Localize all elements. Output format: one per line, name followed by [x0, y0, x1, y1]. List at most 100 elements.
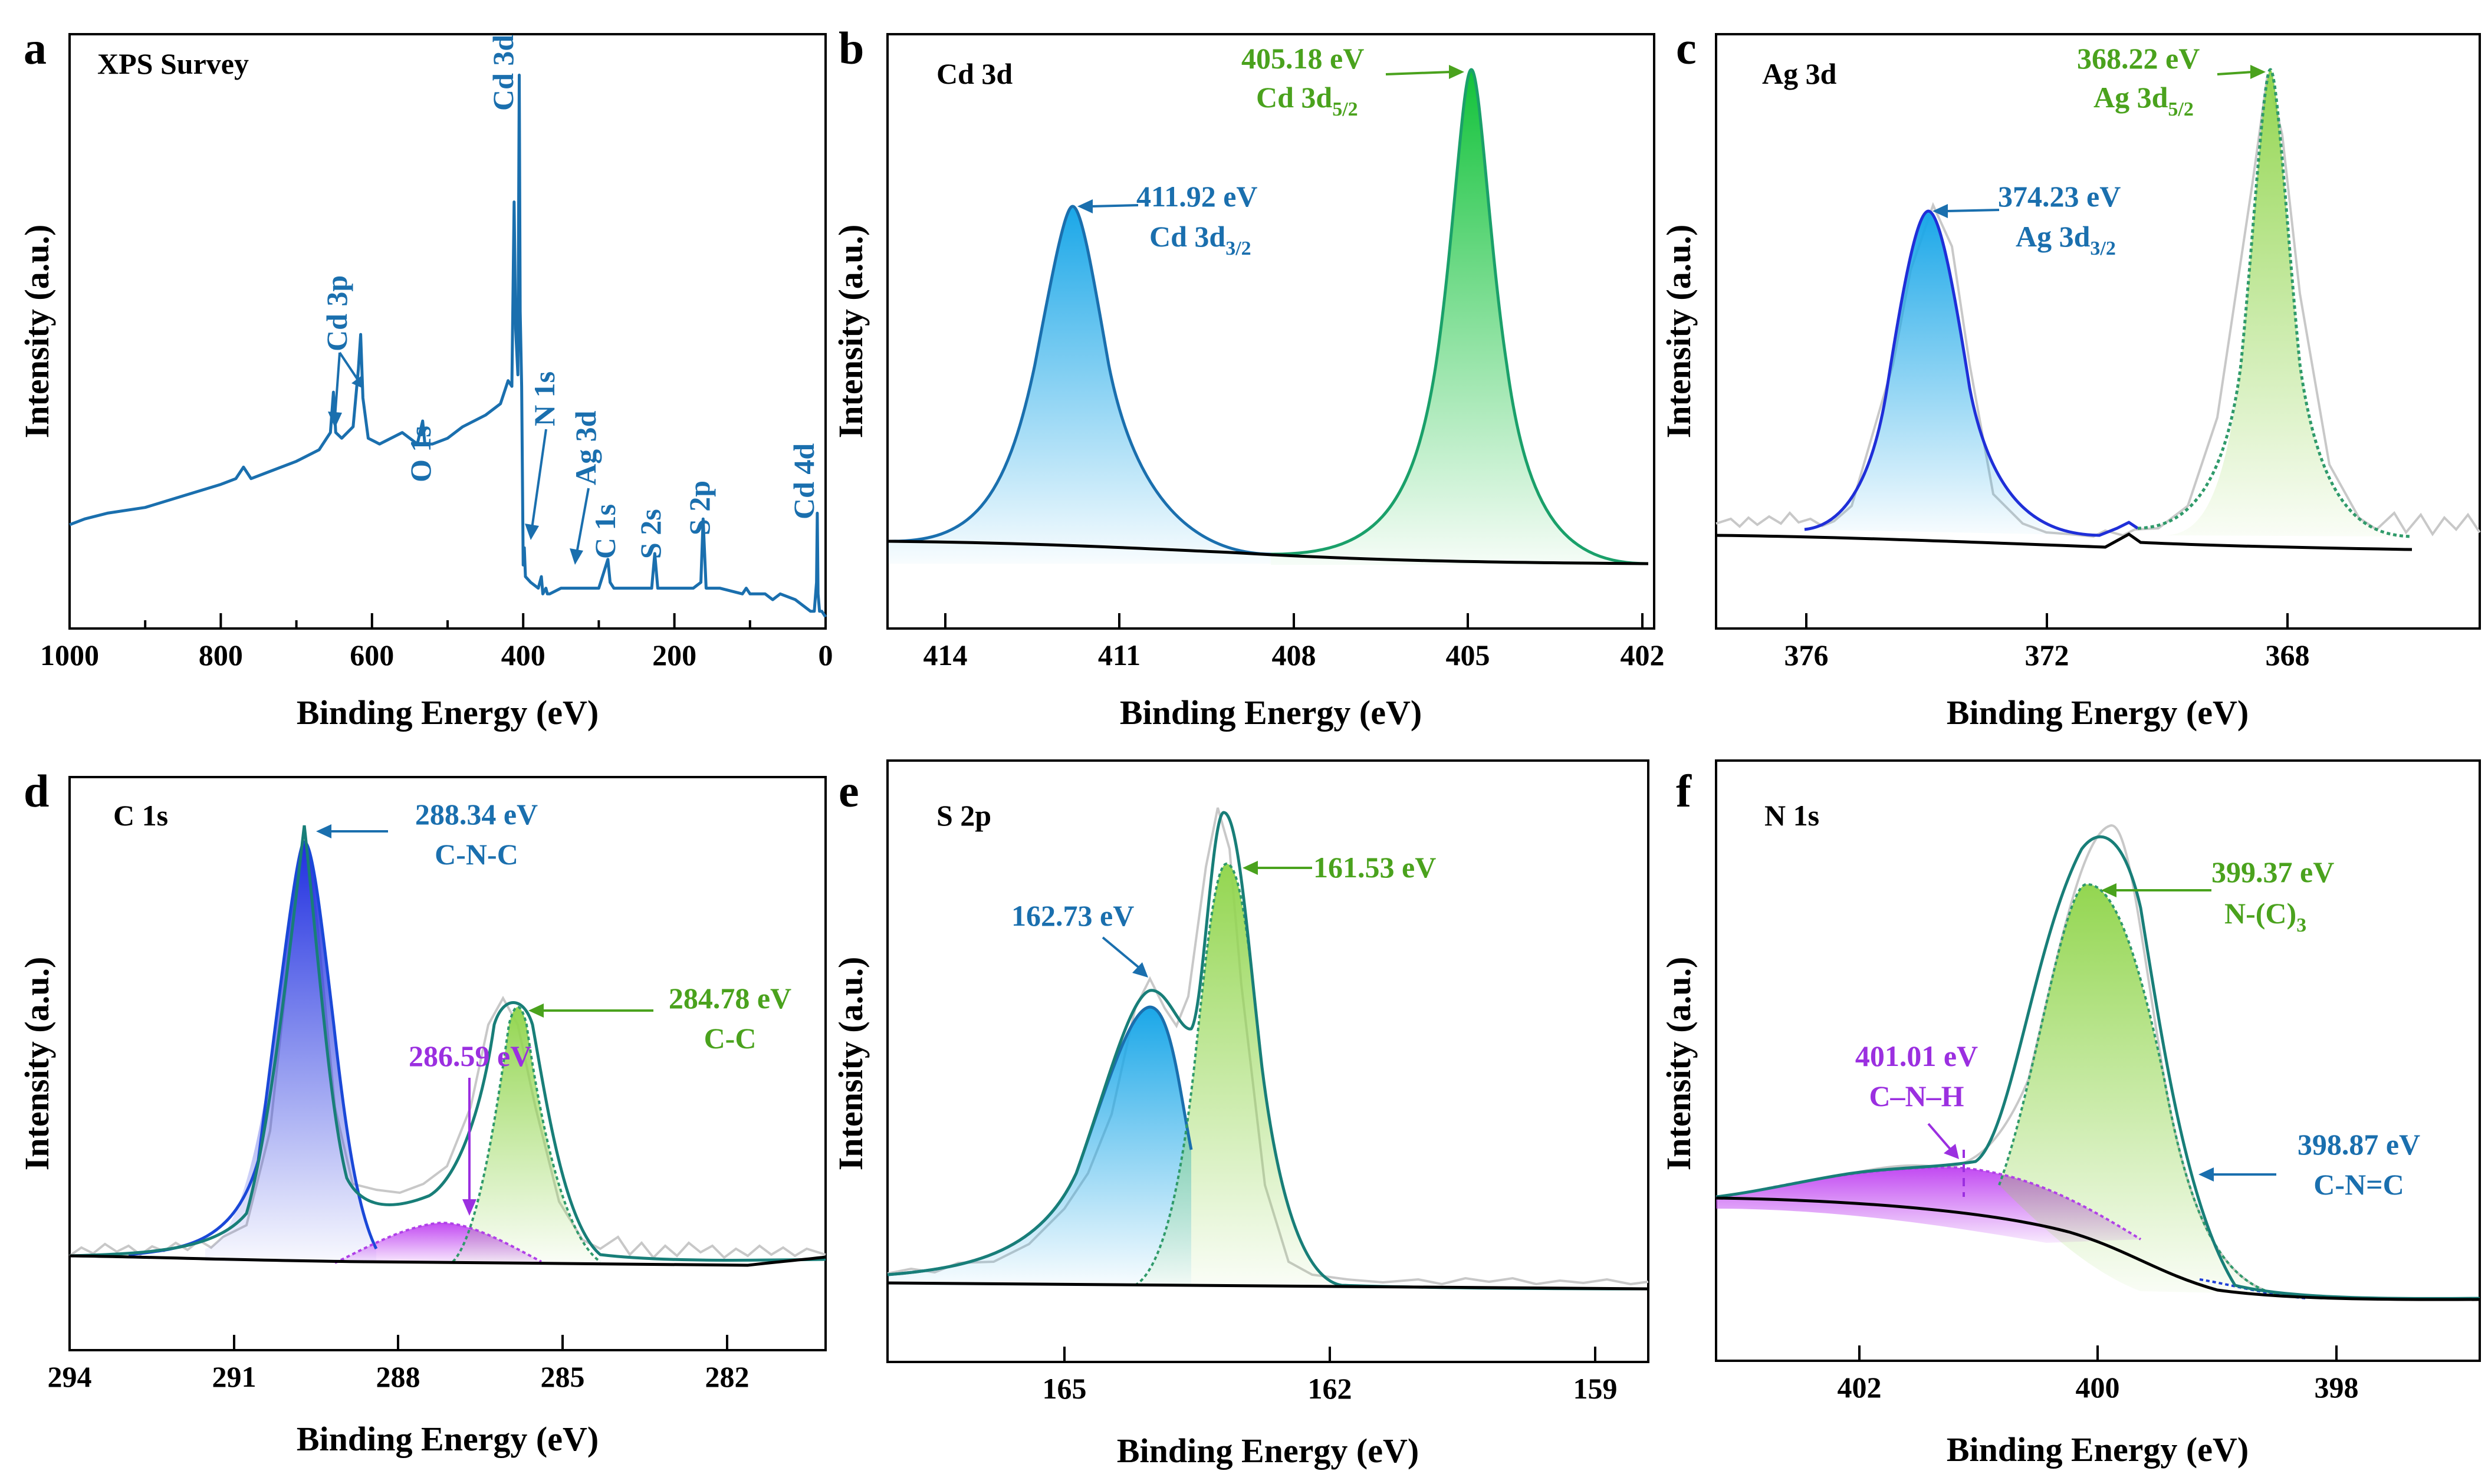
x-tick-label-a-0: 1000 [40, 639, 99, 672]
plot-frame-b [886, 33, 1655, 630]
ann-c1s: C 1s [589, 504, 622, 559]
ann-d-cnc-energy: 288.34 eV [415, 798, 538, 831]
panel-e: e S 2p 165 162 159 162.73 eV [831, 759, 1649, 1470]
plot-area-f: 402 400 398 401.01 eV C–N–H 399.37 eV N-… [1715, 759, 2481, 1404]
x-ticks-b [944, 613, 1644, 629]
peak-line-586 [334, 1221, 542, 1264]
arrow-b-3d32 [1090, 204, 1139, 208]
x-ticks-d [68, 1335, 728, 1350]
panel-d: d C 1s 294 291 288 285 [18, 765, 827, 1458]
ann-e-blue-energy: 162.73 eV [1011, 899, 1134, 932]
envelope-line-f [1715, 835, 2480, 1300]
panel-title-b: Cd 3d [936, 57, 1013, 90]
panel-f: f N 1s 402 400 398 401 [1659, 759, 2481, 1469]
x-ticks-c [1805, 613, 2289, 629]
peak-line-cc [452, 1006, 602, 1263]
peak-fill-cc [453, 1007, 600, 1262]
x-axis-title-e: Binding Energy (eV) [1117, 1432, 1419, 1470]
panel-letter-a: a [24, 22, 47, 74]
ann-b-3d52-orbital-main: Cd 3d [1256, 81, 1332, 114]
ann-f-nc3-energy: 399.37 eV [2211, 855, 2334, 889]
peak-line-3d32 [887, 205, 1271, 556]
x-tick-labels-e: 165 162 159 [1043, 1372, 1618, 1405]
plot-area-b: 414 411 408 405 402 411.92 eV Cd 3d3/2 4… [886, 33, 1665, 672]
ann-b-3d52-orbital: Cd 3d5/2 [1256, 81, 1358, 120]
panel-title-a: XPS Survey [97, 47, 249, 80]
peak-fill-nc3 [1999, 884, 2276, 1294]
ann-ag3d: Ag 3d [569, 410, 602, 485]
arrow-d-cnc-head [316, 824, 331, 838]
x-tick-label-f-2: 398 [2315, 1371, 2359, 1404]
ann-cd4d: Cd 4d [787, 443, 820, 519]
arrow-b-3d32-head [1077, 199, 1093, 213]
panel-letter-e: e [839, 765, 859, 817]
x-tick-label-b-1: 411 [1098, 639, 1141, 672]
x-tick-label-a-2: 600 [350, 639, 394, 672]
ann-c-ag52-orbital: Ag 3d5/2 [2093, 81, 2194, 120]
survey-spectrum-line [69, 73, 827, 618]
arrow-f-cnh [1927, 1123, 1952, 1151]
x-tick-label-d-2: 288 [376, 1360, 420, 1393]
x-tick-label-a-3: 400 [501, 639, 545, 672]
plot-frame-a [68, 33, 827, 630]
envelope-line-d [69, 825, 826, 1262]
arrow-d-586-head [462, 1199, 476, 1216]
x-tick-label-f-0: 402 [1838, 1371, 1882, 1404]
ann-f-nc3-bond-main: N-(C) [2224, 897, 2296, 930]
x-axis-title-f: Binding Energy (eV) [1947, 1430, 2249, 1469]
background-line-e [887, 1281, 1649, 1291]
y-axis-title-c: Intensity (a.u.) [1659, 225, 1698, 439]
peak-line-ag52 [2137, 68, 2413, 538]
arrow-cd3p-b-head [351, 376, 362, 388]
arrow-d-cc-head [528, 1003, 544, 1018]
x-tick-label-e-0: 165 [1043, 1372, 1087, 1405]
panel-title-e: S 2p [936, 799, 991, 832]
arrow-f-cnc-head [2198, 1167, 2214, 1182]
x-tick-label-d-3: 285 [541, 1360, 585, 1393]
panel-letter-c: c [1676, 22, 1697, 74]
ann-c-ag32-orbital: Ag 3d3/2 [2016, 220, 2116, 259]
arrow-cd3p-a-head [328, 412, 342, 428]
x-tick-label-f-1: 400 [2076, 1371, 2120, 1404]
ann-d-cnc-bond: C-N-C [435, 838, 518, 871]
plot-area-e: 165 162 159 162.73 eV 161.53 eV [886, 759, 1649, 1405]
ann-f-cnh-energy: 401.01 eV [1855, 1039, 1978, 1072]
panel-b: b Cd 3d 414 411 408 405 402 [831, 22, 1665, 732]
background-line-d [69, 1254, 826, 1267]
x-tick-label-b-3: 405 [1446, 639, 1490, 672]
x-tick-label-a-5: 0 [819, 639, 833, 672]
peak-fill-3d32 [888, 206, 1271, 564]
arrow-f-cnh-head [1944, 1144, 1959, 1159]
x-tick-label-e-1: 162 [1308, 1372, 1352, 1405]
ann-b-3d32-energy: 411.92 eV [1136, 180, 1258, 213]
arrow-c-ag52 [2217, 71, 2253, 75]
x-tick-label-b-4: 402 [1621, 639, 1665, 672]
peak-fill-ag52 [2164, 70, 2412, 537]
peak-fill-e-green [1135, 864, 1342, 1285]
arrow-c-ag32-head [1932, 204, 1948, 218]
x-tick-labels-c: 376 372 368 [1784, 639, 2310, 672]
ann-b-3d32-orbital-sub: 3/2 [1225, 238, 1251, 259]
raw-data-c [1715, 75, 2481, 538]
arrow-c-ag52-head [2250, 65, 2266, 79]
x-tick-label-a-4: 200 [652, 639, 696, 672]
peak-fill-ag32 [1805, 211, 2099, 535]
ann-cd3d: Cd 3d [487, 35, 520, 111]
arrow-n1s-head [525, 524, 539, 540]
panel-a: a XPS Survey 1000 800 600 400 [18, 22, 833, 732]
plot-area-c: 376 372 368 374.23 eV Ag 3d3/2 368.22 eV… [1715, 33, 2481, 672]
ann-b-3d32-orbital: Cd 3d3/2 [1149, 220, 1251, 259]
arrow-cd3p-b [338, 351, 359, 380]
plot-area-d: 294 291 288 285 282 288.34 eV C-N-C 286.… [48, 776, 827, 1393]
panel-title-d: C 1s [113, 799, 168, 832]
x-tick-label-e-2: 159 [1573, 1372, 1618, 1405]
survey-annotations: Cd 3d Cd 3p O 1s N 1s Ag 3d C 1s S 2s S … [320, 35, 820, 565]
arrow-n1s [531, 429, 547, 529]
x-tick-label-b-2: 408 [1272, 639, 1316, 672]
ann-f-cnc-bond: C-N=C [2313, 1168, 2404, 1201]
ann-d-cc-energy: 284.78 eV [669, 982, 791, 1015]
x-tick-label-d-0: 294 [48, 1360, 92, 1393]
peak-fill-3d52 [1271, 70, 1648, 565]
panel-c: c Ag 3d 376 372 368 374.23 eV Ag 3d3/ [1659, 22, 2481, 732]
arrow-b-3d52-head [1449, 65, 1464, 79]
